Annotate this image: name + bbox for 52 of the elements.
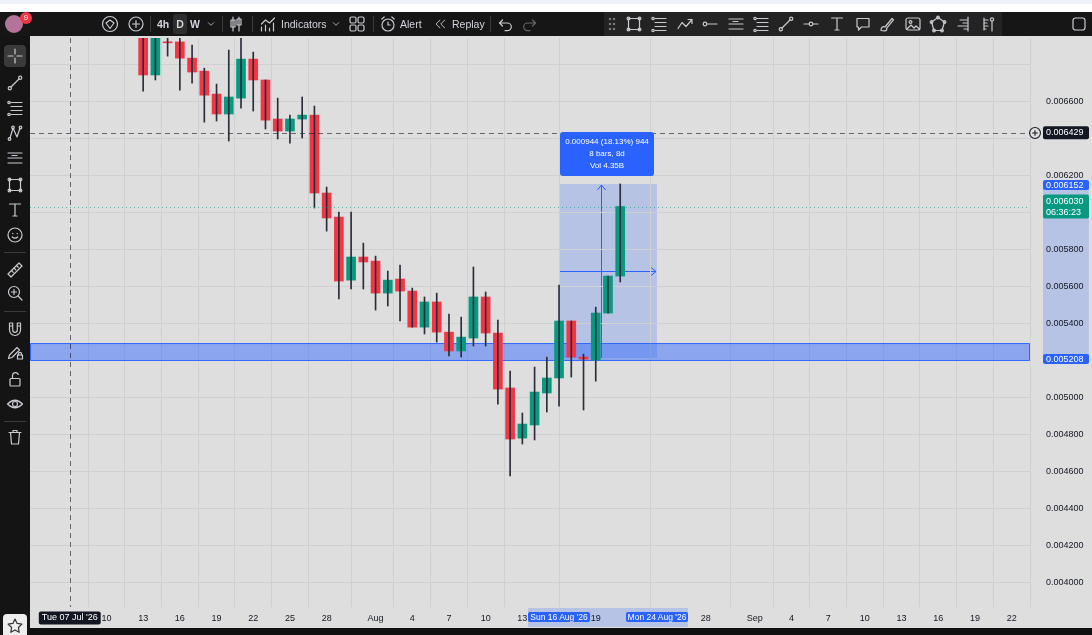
y-tick-label: 0.004000 xyxy=(1046,576,1084,587)
ref-line-label: Tue 07 Jul '26 xyxy=(41,612,98,623)
x-tick-label: 28 xyxy=(321,612,332,623)
y-tick-label: 0.005800 xyxy=(1046,243,1084,254)
ref-line-label: 0.006429 xyxy=(1046,127,1084,138)
x-tick-label: 10 xyxy=(101,612,112,623)
text: W xyxy=(190,18,200,30)
x-tick-label: 13 xyxy=(896,612,907,623)
text: D xyxy=(173,14,187,34)
y-tick-label: 0.006200 xyxy=(1046,169,1084,180)
x-tick-label: 25 xyxy=(284,612,295,623)
x-tick-label: 22 xyxy=(248,612,259,623)
text: 9 xyxy=(20,12,32,24)
x-tick-label: 19 xyxy=(969,612,980,623)
x-tick-label: 19 xyxy=(590,612,601,623)
y-tick-label: 0.004800 xyxy=(1046,428,1084,439)
text: Sun 16 Aug '26 xyxy=(528,612,590,622)
text: 0.006152 xyxy=(1043,180,1089,190)
x-tick-label: 10 xyxy=(480,612,491,623)
x-tick-label: 13 xyxy=(138,612,149,623)
y-tick-label: 0.005600 xyxy=(1046,280,1084,291)
x-tick-label: Sep xyxy=(746,612,763,623)
y-tick-label: 0.006600 xyxy=(1046,95,1084,106)
x-tick-label: 7 xyxy=(825,612,831,623)
annotation: 0.000944 (18.13%) 944 xyxy=(564,136,650,148)
x-tick-label: 7 xyxy=(446,612,452,623)
ref-line-label: 0.006030 06:36:23 xyxy=(1046,195,1084,217)
x-tick-label: 16 xyxy=(933,612,944,623)
annotation: Vol 4.35B xyxy=(588,160,626,172)
y-tick-label: 0.005000 xyxy=(1046,391,1084,402)
x-tick-label: 16 xyxy=(174,612,185,623)
price-range-label: 0.000944 (18.13%) 944 8 bars, 8d Vol 4.35B xyxy=(560,132,654,176)
y-tick-label: 0.005400 xyxy=(1046,317,1084,328)
candlestick xyxy=(603,275,613,314)
x-tick-label: 13 xyxy=(517,612,528,623)
text: Indicators xyxy=(281,18,327,30)
text: Mon 24 Aug '26 xyxy=(626,612,688,622)
annotation: 8 bars, 8d xyxy=(588,148,626,160)
x-tick-label: 19 xyxy=(211,612,222,623)
text: 4h xyxy=(157,18,170,30)
x-tick-label: 22 xyxy=(1006,612,1017,623)
text: Replay xyxy=(452,18,485,30)
x-tick-label: 4 xyxy=(409,612,415,623)
x-tick-label: Aug xyxy=(367,612,384,623)
y-tick-label: 0.004200 xyxy=(1046,539,1084,550)
x-tick-label: 28 xyxy=(700,612,711,623)
y-tick-label: 0.004400 xyxy=(1046,502,1084,513)
x-tick-label: 10 xyxy=(859,612,870,623)
text: Alert xyxy=(400,18,422,30)
x-tick-label: 4 xyxy=(788,612,794,623)
y-tick-label: 0.004600 xyxy=(1046,465,1084,476)
text: 0.005208 xyxy=(1043,354,1089,364)
